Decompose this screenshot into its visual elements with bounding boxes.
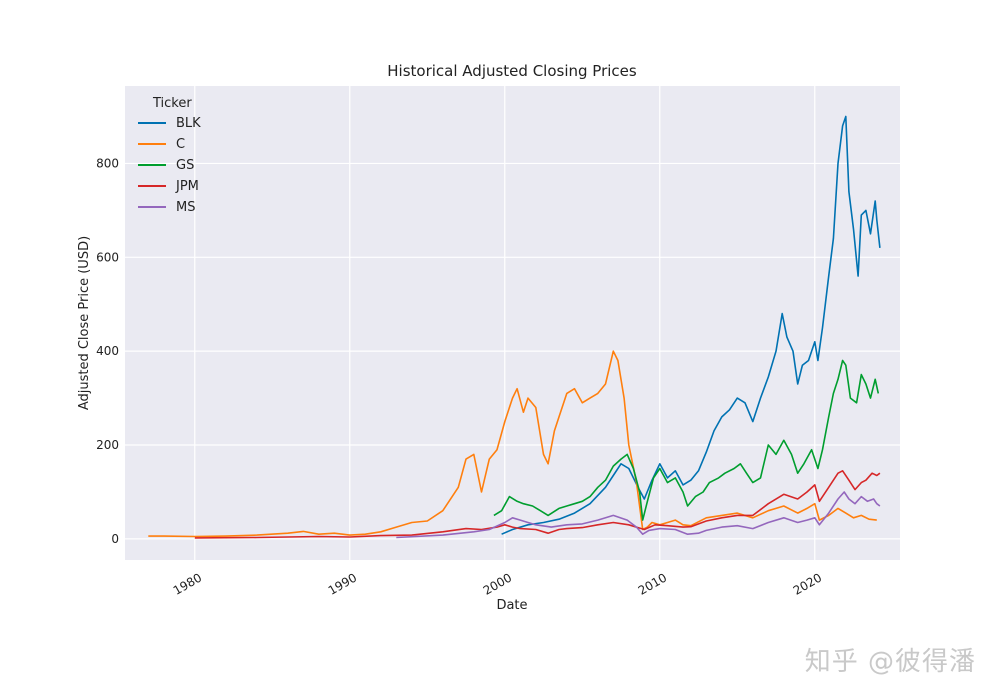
legend-label-blk: BLK: [176, 116, 201, 131]
plot-area: [125, 86, 900, 560]
series-line-gs: [493, 359, 880, 521]
legend-label-c: C: [176, 137, 185, 152]
legend-label-jpm: JPM: [175, 179, 199, 194]
watermark: 知乎 @彼得潘: [804, 647, 976, 677]
legend-label-ms: MS: [176, 200, 195, 215]
y-tick-label: 200: [96, 438, 119, 452]
y-tick-label: 400: [96, 344, 119, 358]
x-axis-label: Date: [496, 598, 527, 613]
y-tick-label: 800: [96, 156, 119, 170]
chart-title: Historical Adjusted Closing Prices: [387, 62, 637, 80]
y-tick-label: 600: [96, 250, 119, 264]
series-line-blk: [501, 115, 881, 535]
grid-lines: [125, 86, 900, 560]
legend-label-gs: GS: [176, 158, 194, 173]
y-axis-label: Adjusted Close Price (USD): [77, 236, 92, 410]
series-line-ms: [396, 491, 881, 539]
series-line-c: [148, 350, 877, 538]
legend-title: Ticker: [152, 96, 192, 111]
series-lines: [148, 115, 881, 539]
legend: Ticker BLK C GS JPM MS: [138, 96, 201, 215]
y-tick-label: 0: [111, 532, 119, 546]
series-line-jpm: [194, 470, 881, 539]
